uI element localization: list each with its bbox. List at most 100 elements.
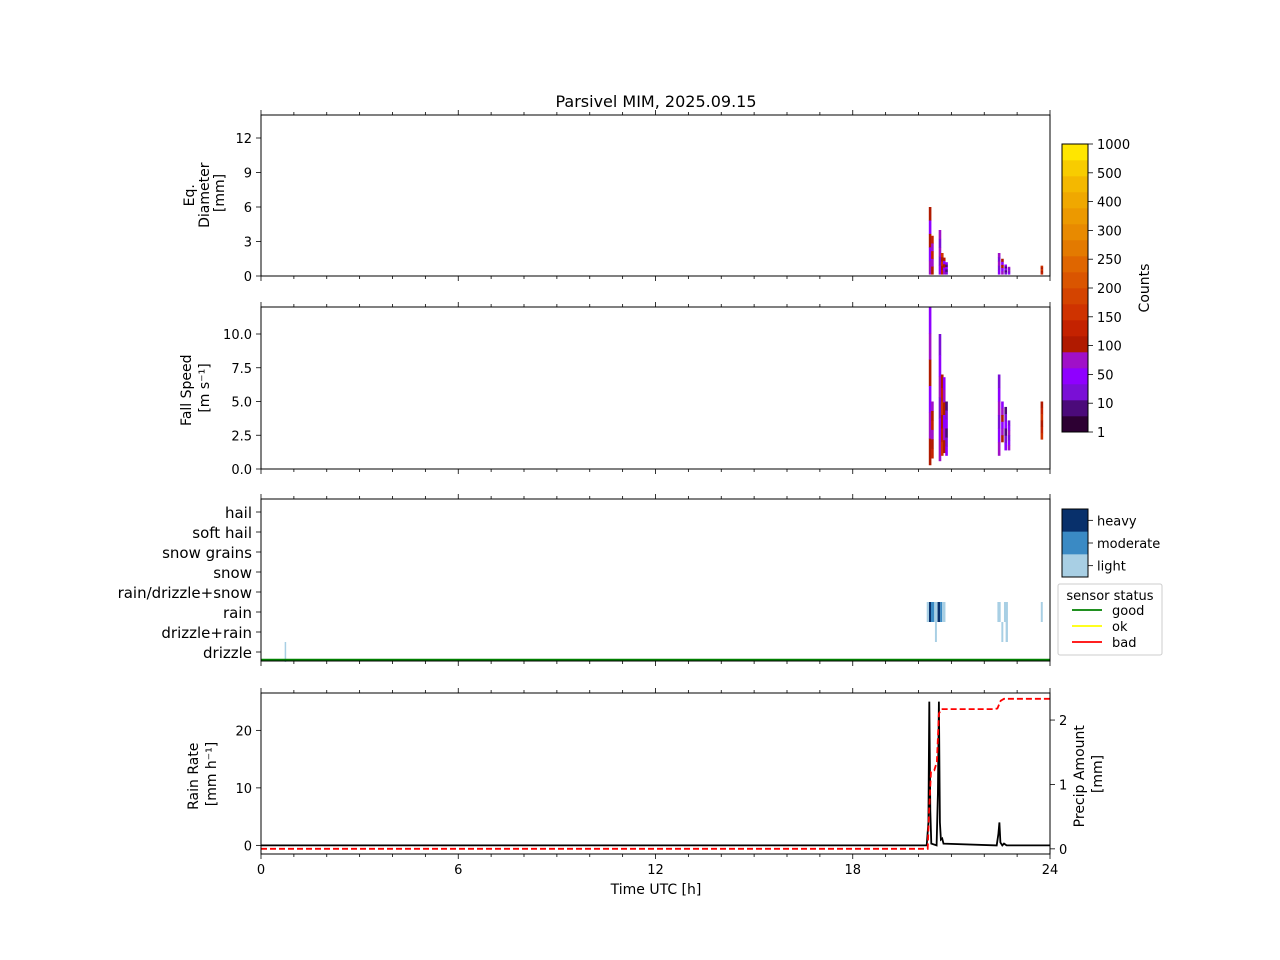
diameter-heatmap-cell: [940, 261, 944, 267]
y-tick-label: 0.0: [231, 463, 252, 478]
counts-colorbar-cell: [1062, 256, 1088, 273]
counts-tick-label: 200: [1097, 282, 1122, 297]
precip-type-cell: [934, 622, 937, 642]
speed-heatmap-cell: [928, 385, 932, 413]
speed-heatmap-cell: [938, 376, 942, 398]
counts-colorbar: 1 10 50 100 150 200 250 300 400 500 1000 Counts: [1061, 138, 1153, 441]
speed-heatmap-cell: [1001, 428, 1004, 436]
diameter-heatmap-cell: [931, 235, 934, 244]
y2-tick-label: 2: [1059, 714, 1067, 729]
diameter-heatmap-cell: [945, 269, 948, 273]
category-label: snow: [213, 564, 252, 582]
diameter-heatmap-cell: [942, 260, 946, 265]
speed-heatmap-cell: [931, 448, 934, 459]
diameter-heatmap-cell: [931, 243, 934, 252]
counts-colorbar-cell: [1062, 320, 1088, 337]
legend-ok-label: ok: [1112, 620, 1128, 635]
precip-type-cell: [1005, 622, 1008, 642]
speed-heatmap-cell: [1040, 414, 1044, 421]
diameter-heatmap-cell: [942, 267, 946, 272]
speed-heatmap-cell: [940, 428, 944, 443]
diameter-heatmap-cell: [1040, 269, 1044, 272]
speed-heatmap-cell: [938, 334, 942, 356]
precip-type-cell: [937, 602, 941, 622]
category-label: snow grains: [162, 544, 252, 562]
intensity-colorbar-cells: [1062, 509, 1088, 578]
diameter-heatmap-cell: [945, 264, 948, 268]
y-tick-label: 6: [244, 201, 252, 216]
category-label: hail: [225, 504, 252, 522]
counts-colorbar-cell: [1062, 160, 1088, 177]
diameter-heatmap-cell: [1007, 271, 1011, 274]
precip-type-cell: [926, 602, 930, 622]
speed-heatmap-cell: [940, 415, 944, 429]
intensity-tick-label: moderate: [1097, 537, 1160, 552]
diameter-heatmap-cell: [1004, 266, 1008, 269]
counts-tick-label: 100: [1097, 340, 1122, 355]
precip-type-cell: [1001, 622, 1004, 642]
speed-heatmap-cell: [945, 437, 948, 447]
category-label: soft hail: [192, 524, 252, 542]
speed-heatmap-cell: [1004, 421, 1008, 429]
precip-type-cell: [934, 602, 938, 622]
diameter-ylabel: Eq. Diameter [mm]: [182, 158, 228, 228]
diameter-y-ticks: 0 3 6 9 12: [235, 132, 261, 285]
x-tick-label: 0: [257, 863, 265, 878]
intensity-colorbar-cell: [1062, 531, 1088, 555]
counts-colorbar-label: Counts: [1137, 264, 1153, 313]
diameter-heatmap-cell: [940, 265, 944, 271]
x-tick-label: 6: [454, 863, 462, 878]
precip-type-cell: [997, 602, 1001, 622]
diameter-x-ticks: [260, 110, 1051, 281]
counts-colorbar-cell: [1062, 416, 1088, 433]
precip-amount-line: [261, 697, 1050, 850]
diameter-heatmap-cell: [1004, 270, 1008, 273]
category-label: rain: [223, 604, 252, 622]
diameter-heatmap-cell: [938, 238, 942, 249]
speed-ylabel: Fall Speed [m s⁻¹]: [179, 350, 213, 426]
speed-heatmap-cell: [1001, 421, 1004, 429]
speed-heatmap-cell: [928, 438, 932, 466]
speed-heatmap-cell: [945, 401, 948, 411]
intensity-tick-label: heavy: [1097, 514, 1137, 529]
counts-tick-label: 10: [1097, 397, 1114, 412]
diameter-heatmap-cell: [938, 247, 942, 257]
diameter-heatmap-cell: [1040, 265, 1044, 268]
counts-tick-label: 400: [1097, 196, 1122, 211]
speed-heatmap-cell: [940, 442, 944, 456]
diameter-heatmap-cell: [945, 267, 948, 270]
legend-good-label: good: [1112, 604, 1144, 619]
speed-heatmap-cell: [928, 307, 932, 334]
diameter-heatmap-cell: [940, 257, 944, 262]
panel-precip-type: drizzle drizzle+rain rain rain/drizzle+snow…: [118, 494, 1051, 666]
panel-diameter: 0 3 6 9 12 Eq. Diameter [mm]: [182, 110, 1051, 285]
category-label: drizzle+rain: [161, 624, 252, 642]
speed-heatmap-cell: [1004, 435, 1008, 444]
speed-heatmap-cell: [945, 428, 948, 438]
speed-heatmap-cell: [1007, 445, 1011, 451]
counts-colorbar-cell: [1062, 368, 1088, 385]
speed-heatmap-cell: [1007, 440, 1011, 446]
y-tick-label: 10: [235, 782, 252, 797]
speed-heatmap-cell: [1040, 426, 1044, 434]
diameter-heatmap-cell: [1007, 272, 1011, 275]
diameter-heatmap-cell: [1040, 270, 1044, 273]
x-tick-label: 12: [647, 863, 664, 878]
precip-type-cell: [930, 602, 935, 622]
speed-heatmap-cell: [1001, 415, 1004, 423]
speed-heatmap-cell: [942, 402, 946, 416]
speed-heatmap-cell: [1040, 420, 1044, 427]
speed-heatmap-cell: [928, 333, 932, 360]
counts-colorbar-cell: [1062, 288, 1088, 305]
counts-colorbar-cell: [1062, 336, 1088, 353]
diameter-heatmap-cell: [1007, 269, 1011, 272]
counts-colorbar-cell: [1062, 352, 1088, 369]
diameter-heatmap-cell: [997, 270, 1001, 275]
rain-ylabel: Rain Rate [mm h⁻¹]: [186, 738, 220, 810]
speed-heatmap-cell: [997, 374, 1001, 389]
diameter-heatmap-cell: [1004, 272, 1008, 275]
speed-heatmap-cell: [940, 374, 944, 389]
diameter-heatmap-cell: [942, 270, 946, 275]
diameter-heatmap-cell: [1040, 272, 1044, 275]
